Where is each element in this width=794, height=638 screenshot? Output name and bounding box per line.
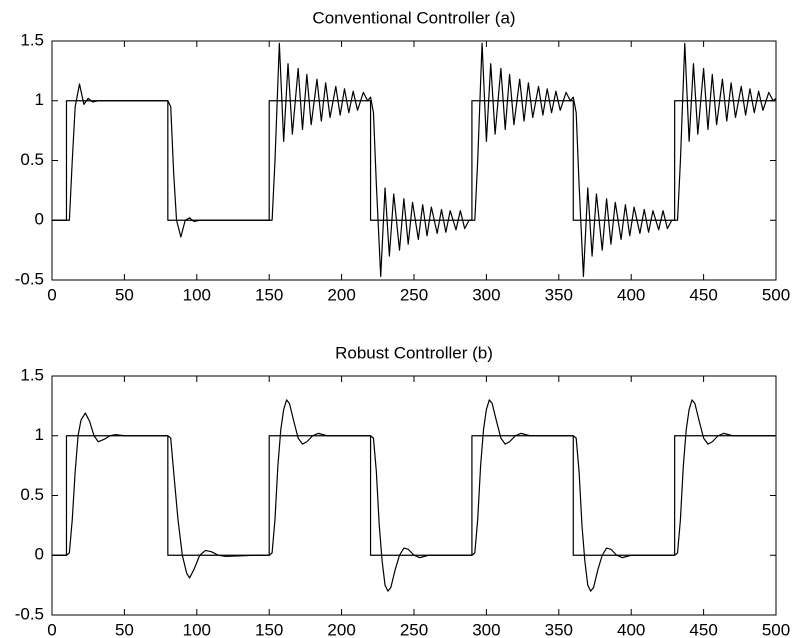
y-tick-label: 0 — [35, 210, 44, 229]
x-tick-label: 350 — [545, 620, 573, 638]
series-line — [52, 42, 777, 278]
x-tick-label: 0 — [47, 285, 56, 304]
x-tick-label: 100 — [183, 285, 211, 304]
y-tick-label: 1.5 — [20, 365, 44, 384]
x-tick-label: 500 — [762, 620, 790, 638]
y-tick-label: 0 — [35, 545, 44, 564]
x-tick-label: 300 — [472, 285, 500, 304]
x-tick-label: 400 — [617, 285, 645, 304]
y-tick-label: 1 — [35, 90, 44, 109]
plot-frame — [51, 40, 777, 281]
chart-title: Robust Controller (b) — [335, 343, 493, 362]
y-tick-label: 0.5 — [20, 485, 44, 504]
x-tick-label: 500 — [762, 285, 790, 304]
x-tick-label: 300 — [472, 620, 500, 638]
x-tick-label: 250 — [400, 285, 428, 304]
x-tick-label: 50 — [115, 620, 134, 638]
x-tick-label: 450 — [689, 620, 717, 638]
x-tick-label: 0 — [47, 620, 56, 638]
x-tick-label: 400 — [617, 620, 645, 638]
x-tick-label: 100 — [183, 620, 211, 638]
series-line — [52, 100, 776, 221]
y-tick-label: -0.5 — [15, 269, 44, 288]
x-tick-label: 150 — [255, 620, 283, 638]
y-tick-label: 0.5 — [20, 150, 44, 169]
x-tick-label: 50 — [115, 285, 134, 304]
x-tick-label: 350 — [545, 285, 573, 304]
x-tick-label: 250 — [400, 620, 428, 638]
x-tick-label: 200 — [327, 285, 355, 304]
y-tick-label: -0.5 — [15, 604, 44, 623]
y-tick-label: 1.5 — [20, 30, 44, 49]
y-tick-label: 1 — [35, 425, 44, 444]
chart-title: Conventional Controller (a) — [312, 8, 515, 27]
series-line — [52, 399, 776, 592]
series-line — [52, 435, 776, 556]
plot-frame — [51, 375, 777, 616]
x-tick-label: 200 — [327, 620, 355, 638]
x-tick-label: 450 — [689, 285, 717, 304]
x-tick-label: 150 — [255, 285, 283, 304]
